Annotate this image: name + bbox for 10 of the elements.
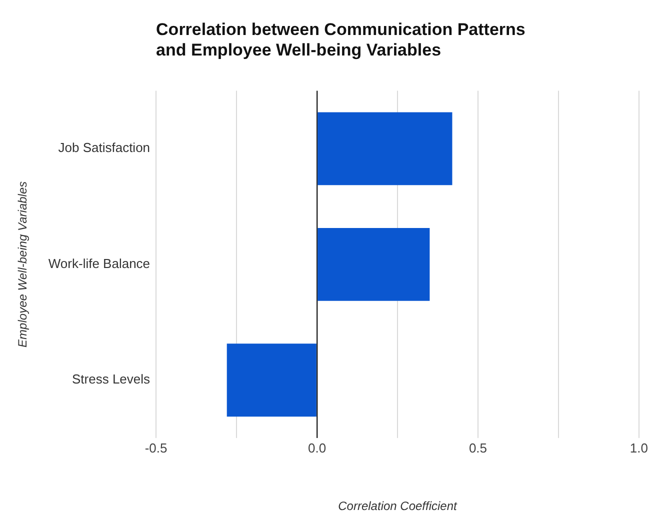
x-axis-title: Correlation Coefficient	[338, 499, 458, 514]
x-tick-label: 1.0	[630, 440, 648, 456]
y-tick-label: Stress Levels	[72, 372, 151, 387]
x-tick-label: 0.0	[308, 440, 326, 456]
x-tick-label: -0.5	[144, 440, 168, 456]
chart-title: Correlation between Communication Patterns and Employee Well-being Variables	[156, 20, 526, 60]
y-axis-title: Employee Well-being Variables	[16, 181, 30, 348]
y-tick-label: Job Satisfaction	[58, 140, 150, 156]
y-tick-label: Work-life Balance	[48, 256, 150, 271]
x-tick-label: 0.5	[468, 440, 488, 456]
